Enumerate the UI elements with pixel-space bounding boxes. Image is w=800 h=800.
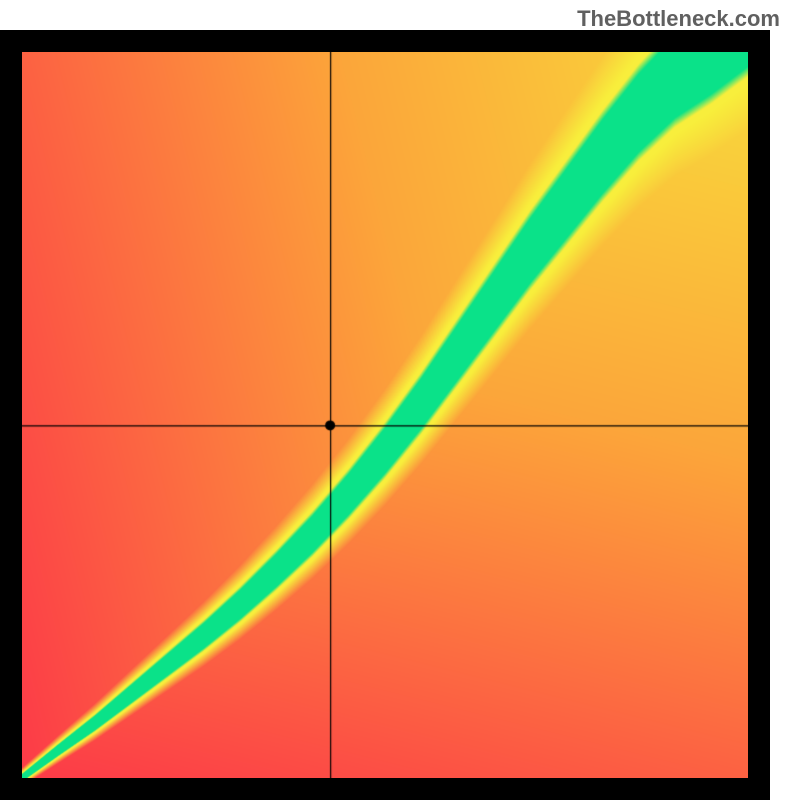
chart-border <box>0 30 770 800</box>
watermark-text: TheBottleneck.com <box>577 6 780 32</box>
crosshair-overlay <box>22 52 748 778</box>
chart-container: { "watermark": { "text": "TheBottleneck.… <box>0 0 800 800</box>
